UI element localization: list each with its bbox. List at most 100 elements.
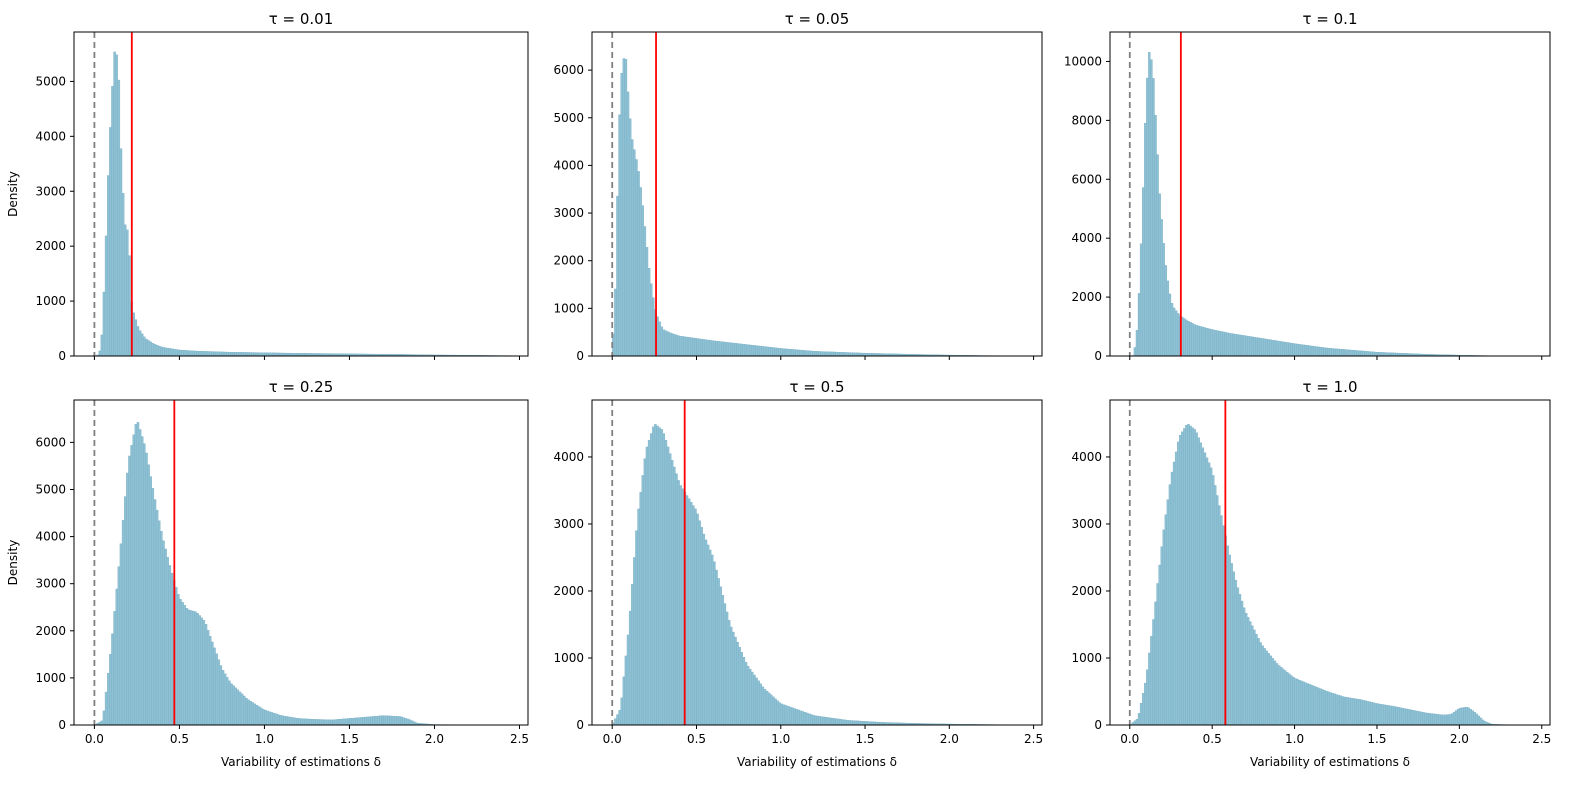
histogram-bar (1310, 345, 1314, 357)
histogram-bar (626, 634, 630, 726)
histogram-bar (107, 673, 110, 726)
histogram-bar (631, 584, 634, 726)
histogram-bar (656, 425, 659, 726)
y-tick-label: 1000 (553, 301, 584, 315)
histogram-bar (835, 718, 838, 726)
histogram-bar (1339, 349, 1343, 357)
histogram-bar (721, 595, 725, 726)
histogram-bar (1282, 668, 1285, 726)
histogram-bar (740, 651, 743, 726)
histogram-bar (1407, 709, 1411, 726)
histogram-bar (1133, 720, 1137, 726)
histogram-bar (1436, 714, 1439, 726)
histogram-bar (1174, 451, 1178, 726)
histogram-bar (1418, 711, 1421, 726)
histogram-bar (1218, 330, 1221, 357)
histogram-bar (1310, 685, 1314, 726)
histogram-bar (1343, 349, 1347, 357)
histogram-bar (221, 670, 225, 726)
histogram-bar (168, 348, 172, 357)
histogram-bar (126, 472, 129, 726)
histogram-bar (837, 718, 840, 726)
histogram-bar (192, 350, 195, 357)
y-axis-label: Density (6, 540, 20, 586)
histogram-bar (1444, 714, 1448, 726)
histogram-bar (664, 440, 668, 726)
histogram-bar (136, 326, 140, 357)
histogram-bar (1335, 348, 1338, 357)
histogram-bar (736, 641, 739, 726)
histogram-bar (673, 466, 676, 726)
x-tick-label: 1.0 (255, 732, 274, 746)
histogram-bar (1232, 333, 1235, 357)
histogram-bar (149, 341, 152, 357)
histogram-bar (1269, 339, 1273, 357)
histogram-bar (155, 509, 159, 726)
histogram-bar (753, 345, 756, 357)
histogram-bar (1422, 712, 1425, 726)
histogram-bar (633, 557, 636, 726)
histogram-bar (702, 339, 706, 357)
histogram-bar (147, 464, 150, 726)
histogram-bar (812, 350, 815, 357)
histogram-bar (1214, 329, 1217, 357)
histogram-bar (799, 349, 802, 357)
histogram-bar (799, 710, 802, 726)
histogram-bar (1201, 326, 1205, 357)
histogram-bar (803, 350, 807, 357)
histogram-bar (738, 343, 741, 357)
histogram-bar (209, 351, 212, 357)
histogram-bar (1228, 554, 1231, 726)
histogram-bar (1290, 342, 1293, 357)
histogram-bar (793, 349, 796, 357)
histogram-bar (1356, 698, 1359, 726)
histogram-bar (379, 715, 382, 726)
histogram-bar (1183, 428, 1186, 726)
y-tick-label: 4000 (553, 450, 584, 464)
histogram-bar (845, 720, 849, 726)
histogram-bar (368, 716, 371, 726)
histogram-bar (749, 344, 752, 357)
axes-frame (73, 399, 529, 726)
y-tick-label: 3000 (553, 517, 584, 531)
histogram-bar (852, 720, 855, 726)
histogram-bar (1160, 219, 1163, 357)
histogram-bar (1354, 350, 1357, 357)
x-tick-label: 2.0 (1450, 732, 1469, 746)
axes-frame (591, 31, 1043, 357)
histogram-bar (1172, 461, 1176, 726)
histogram-bar (767, 346, 771, 357)
histogram-bar (801, 711, 805, 726)
histogram-bar (1321, 689, 1324, 726)
histogram-bar (1366, 351, 1369, 357)
histogram-bar (1261, 645, 1264, 726)
histogram-bar (1230, 333, 1233, 357)
histogram-bar (1162, 529, 1165, 726)
histogram-bar (1183, 318, 1186, 357)
histogram-bars (94, 422, 503, 726)
histogram-bar (1177, 313, 1180, 357)
histogram-bar (1251, 336, 1254, 357)
histogram-bar (1360, 350, 1363, 357)
histogram-bar (1280, 667, 1283, 726)
y-tick-label: 0 (1094, 718, 1102, 732)
histogram-bar (702, 533, 706, 726)
histogram-bar (177, 349, 180, 357)
histogram-bar (1358, 699, 1361, 726)
histogram-bar (820, 351, 824, 357)
histogram-bar (1230, 563, 1233, 726)
histogram-bar (616, 195, 619, 357)
y-tick-label: 2000 (553, 254, 584, 268)
histogram-bar (730, 342, 733, 357)
histogram-bar (385, 715, 388, 726)
histogram-bar (1395, 706, 1398, 726)
histogram-bar (650, 283, 653, 357)
histogram-bar (761, 686, 765, 726)
histogram-bar (404, 718, 408, 726)
histogram-bar (1455, 710, 1458, 726)
histogram-bar (1315, 686, 1318, 726)
histogram-bar (850, 720, 853, 726)
histogram-bar (245, 352, 248, 357)
histogram-bar (757, 680, 760, 726)
x-tick-label: 0.5 (687, 732, 706, 746)
